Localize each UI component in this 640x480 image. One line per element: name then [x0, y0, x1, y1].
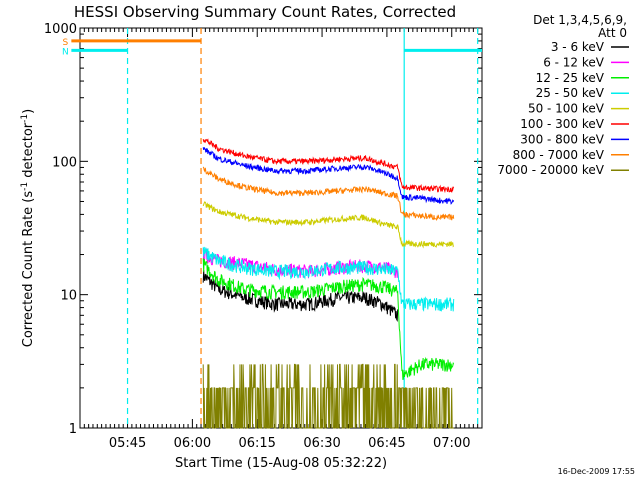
y-tick-label: 100 — [52, 155, 77, 170]
series-3 — [202, 246, 455, 312]
series-line — [202, 166, 455, 221]
x-tick-label: 06:15 — [238, 436, 275, 451]
series-7 — [202, 166, 455, 221]
series-6 — [202, 147, 455, 205]
x-tick-label: 07:00 — [433, 436, 470, 451]
series-line — [202, 270, 399, 323]
series-0 — [202, 270, 399, 323]
legend-label: 300 - 800 keV — [520, 132, 604, 146]
legend-label: 25 - 50 keV — [536, 86, 605, 100]
y-tick-label: 1 — [69, 422, 77, 437]
y-tick-label: 10 — [60, 289, 77, 304]
x-tick-label: 05:45 — [109, 436, 146, 451]
plot-area: 1 10 100 1000 05:45 06:00 06:15 06:30 06:45 07:00… — [44, 22, 483, 451]
x-tick-label: 06:30 — [303, 436, 340, 451]
legend-header-line2: Att 0 — [598, 26, 627, 40]
y-tick-label: 1000 — [44, 22, 77, 37]
legend-label: 100 - 300 keV — [520, 117, 604, 131]
flag-label: S — [62, 38, 68, 48]
x-axis-label: Start Time (15-Aug-08 05:32:22) — [175, 456, 387, 471]
series-2 — [202, 258, 455, 381]
series-4 — [202, 201, 455, 249]
series-8 — [202, 363, 454, 429]
series-line — [202, 258, 455, 381]
chart-title: HESSI Observing Summary Count Rates, Cor… — [74, 3, 456, 21]
legend-label: 3 - 6 keV — [551, 40, 605, 54]
flag-label: N — [62, 47, 69, 57]
legend-label: 800 - 7000 keV — [513, 148, 605, 162]
series-line — [202, 147, 455, 205]
legend-label: 6 - 12 keV — [543, 55, 605, 69]
series-line — [202, 138, 455, 194]
x-tick-label: 06:00 — [174, 436, 211, 451]
legend-label: 50 - 100 keV — [528, 102, 605, 116]
series-5 — [202, 138, 455, 194]
y-axis-label: Corrected Count Rate (s-1 detector-1) — [20, 109, 36, 347]
timestamp: 16-Dec-2009 17:55 — [558, 467, 635, 476]
legend-label: 12 - 25 keV — [536, 71, 605, 85]
x-tick-label: 06:45 — [368, 436, 405, 451]
series-line — [202, 363, 454, 429]
legend-label: 7000 - 20000 keV — [497, 163, 604, 177]
series-line — [202, 246, 455, 312]
series-line — [202, 201, 455, 249]
legend-header-line1: Det 1,3,4,5,6,9, — [533, 13, 627, 27]
